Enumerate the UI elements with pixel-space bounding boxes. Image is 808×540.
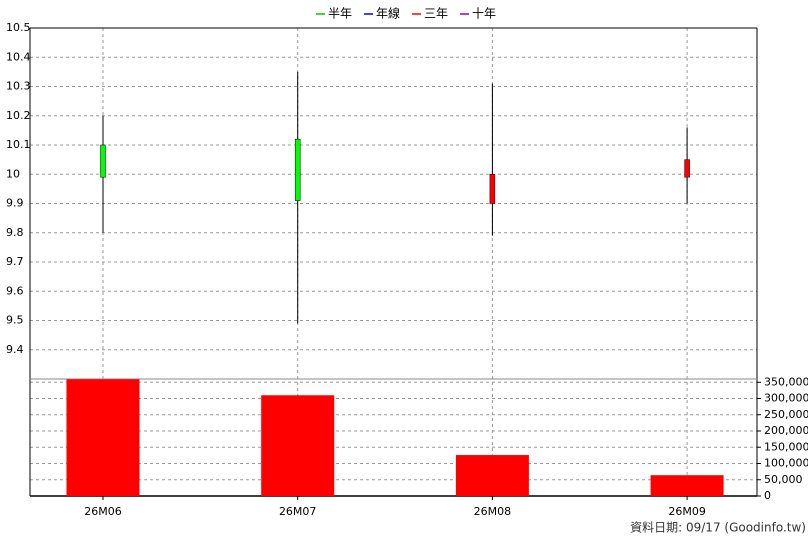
candle-body	[100, 144, 106, 178]
volume-bar	[261, 395, 335, 496]
y-tick-label: 10.3	[6, 80, 31, 93]
y2-tick-label: 200,000	[764, 424, 808, 437]
x-tick-label: 26M09	[668, 505, 706, 518]
y2-tick-label: 350,000	[764, 375, 808, 388]
x-tick-label: 26M07	[279, 505, 317, 518]
legend-label: 半年	[328, 7, 352, 21]
candle-body	[684, 159, 690, 178]
candle-body	[489, 174, 496, 204]
volume-bar	[650, 475, 724, 496]
y2-tick-label: 300,000	[764, 392, 808, 405]
y-tick-label: 10.2	[6, 109, 31, 122]
source: 資料日期: 09/17 (Goodinfo.tw)	[630, 521, 806, 535]
y2-tick-label: 100,000	[764, 457, 808, 470]
y-tick-label: 10.1	[6, 138, 31, 151]
y-tick-label: 9.4	[6, 343, 24, 356]
y-tick-label: 9.7	[6, 255, 24, 268]
volume-bar	[66, 379, 140, 496]
y-tick-label: 10.5	[6, 21, 31, 34]
legend-label: 年線	[376, 6, 400, 21]
y-tick-label: 10.4	[6, 50, 31, 63]
candle-body	[294, 138, 301, 201]
y2-tick-label: 150,000	[764, 440, 808, 453]
x-tick-label: 26M06	[84, 505, 122, 518]
volume-bar	[455, 455, 529, 496]
y2-tick-label: 250,000	[764, 408, 808, 421]
legend-label: 三年	[424, 7, 448, 21]
legend-label: 十年	[472, 7, 496, 21]
y2-tick-label: 50,000	[764, 473, 803, 486]
y-tick-label: 9.5	[6, 314, 24, 327]
y-tick-label: 10	[6, 167, 20, 180]
y-tick-label: 9.9	[6, 197, 24, 210]
y-tick-label: 9.8	[6, 226, 24, 239]
x-tick-label: 26M08	[474, 505, 512, 518]
y2-tick-label: 0	[764, 489, 771, 502]
y-tick-label: 9.6	[6, 284, 24, 297]
